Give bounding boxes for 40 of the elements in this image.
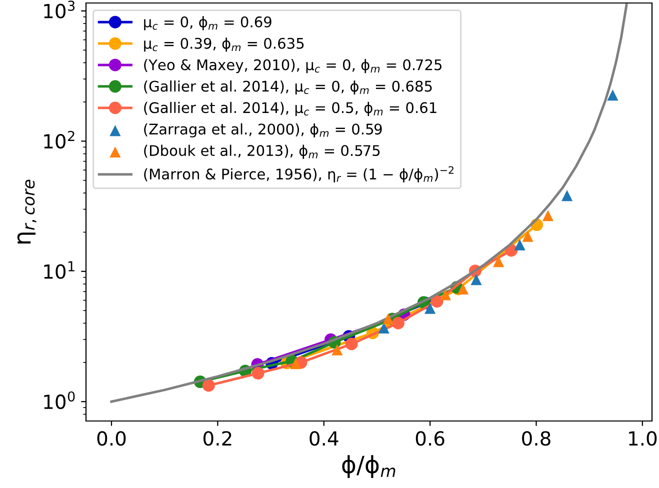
point [492,256,504,268]
y-axis-title: η$_{r,core}$ [17,180,36,244]
point [202,379,215,392]
line-series [110,4,628,403]
y-tick-label: 10$^{2}$ [44,130,74,149]
legend-label: μ$_{c}$ = 0, ϕ$_{m}$ = 0.69 [144,16,272,30]
point [514,239,526,250]
y-tick-label: 10$^{0}$ [44,391,75,410]
x-tick-label: 0.8 [522,431,550,446]
point [561,190,573,202]
x-axis-title: ϕ/ϕ$_{m}$ [342,455,396,478]
legend-label: μ$_{c}$ = 0.39, ϕ$_{m}$ = 0.635 [144,38,304,52]
point [332,344,343,356]
y-tick-label: 10$^{3}$ [44,0,75,18]
x-tick-label: 0.6 [416,431,444,446]
point [290,358,302,370]
legend-label: (Yeo & Maxey, 2010), μ$_{c}$ = 0, ϕ$_{m}$ = 0.725 [144,59,442,74]
point [345,338,358,350]
point [392,316,404,330]
legend-label: (Gallier et al. 2014), μ$_{c}$ = 0.5, ϕ$_{m}$ = 0.61 [144,102,436,116]
x-tick-label: 0.4 [310,431,338,446]
point [424,302,436,314]
y-tick-label: 10$^{1}$ [44,261,74,279]
point [542,210,554,222]
point [430,295,444,308]
x-tick-label: 0.2 [204,431,232,446]
point [440,289,452,300]
point [522,230,534,242]
legend-label: (Gallier et al. 2014), μ$_{c}$ = 0, ϕ$_{m}$ = 0.685 [144,80,432,95]
point [607,89,618,101]
x-tick-label: 0.0 [97,431,126,446]
point [378,322,390,334]
legend-label: (Zarraga et al., 2000), ϕ$_{m}$ = 0.59 [144,123,382,138]
point [382,313,394,325]
point [470,274,482,286]
x-tick-label: 1.0 [629,431,657,446]
legend-label: (Dbouk et al., 2013), ϕ$_{m}$ = 0.575 [144,144,380,159]
legend-label: (Marron & Pierce, 1956), η$_{r}$ = (1 − ϕ/ϕ$_{m}$)$^{−2}$ [144,166,454,182]
point [252,367,264,380]
point [457,283,469,295]
